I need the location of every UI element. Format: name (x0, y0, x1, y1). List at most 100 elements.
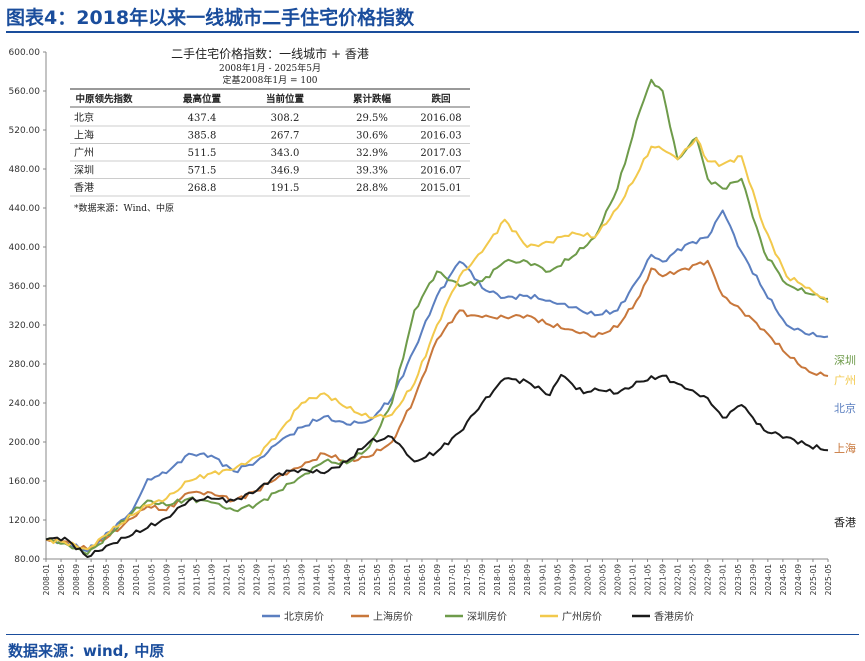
y-tick-label: 440.00 (9, 204, 41, 214)
header-rule (6, 31, 859, 33)
x-tick-label: 2025-05 (824, 564, 833, 596)
x-tick-label: 2022-05 (689, 564, 698, 596)
series-line-2 (45, 78, 829, 556)
series-line-0 (45, 209, 829, 553)
inset-cell: 267.7 (271, 131, 300, 142)
y-tick-label: 400.00 (9, 243, 41, 253)
x-tick-label: 2009-09 (117, 564, 126, 596)
y-tick-label: 320.00 (9, 321, 41, 331)
x-tick-label: 2015-01 (358, 564, 367, 596)
y-tick-label: 240.00 (9, 399, 41, 409)
line-chart: 600.00 560.00 520.00 480.00 440.00 400.00 360.… (9, 40, 856, 623)
x-tick-label: 2011-05 (192, 564, 201, 596)
end-label: 上海 (834, 441, 856, 455)
inset-column-header: 跌回 (431, 93, 450, 105)
x-tick-label: 2025-01 (809, 564, 818, 596)
inset-column-header: 中原领先指数 (75, 93, 133, 105)
chart-footer: 数据来源：wind, 中原 (0, 632, 865, 661)
x-tick-label: 2024-05 (779, 564, 788, 596)
inset-cell: 308.2 (271, 113, 300, 124)
x-tick-label: 2014-01 (313, 564, 322, 596)
inset-background (66, 40, 476, 225)
x-tick-label: 2017-01 (448, 564, 457, 596)
x-tick-label: 2010-09 (162, 564, 171, 596)
legend-label: 香港房价 (654, 610, 694, 623)
y-tick-label: 520.00 (9, 126, 41, 136)
x-tick-label: 2013-05 (283, 564, 292, 596)
series-line-1 (45, 259, 829, 551)
x-tick-label: 2009-01 (87, 564, 96, 596)
inset-cell: 广州 (74, 147, 94, 159)
y-tick-label: 160.00 (9, 477, 41, 487)
inset-column-header: 累计跌幅 (353, 93, 392, 105)
inset-cell: 346.9 (271, 166, 300, 177)
x-tick-label: 2012-09 (253, 564, 262, 596)
inset-cell: 29.5% (356, 113, 388, 124)
y-tick-label: 200.00 (9, 438, 41, 448)
inset-cell: 2016.03 (420, 131, 461, 142)
inset-title: 二手住宅价格指数：一线城市 + 香港 (171, 46, 369, 61)
x-tick-label: 2020-05 (598, 564, 607, 596)
x-tick-label: 2014-05 (328, 564, 337, 596)
inset-cell: 深圳 (74, 165, 94, 177)
x-tick-label: 2022-09 (704, 564, 713, 596)
x-tick-label: 2012-05 (238, 564, 247, 596)
x-tick-label: 2008-05 (57, 564, 66, 596)
inset-column-header: 最高位置 (183, 93, 222, 105)
y-tick-label: 560.00 (9, 87, 41, 97)
inset-cell: 32.9% (356, 148, 388, 159)
inset-column-header: 当前位置 (266, 93, 305, 105)
x-tick-label: 2018-09 (523, 564, 532, 596)
x-tick-label: 2022-01 (674, 564, 683, 596)
inset-cell: 39.3% (356, 166, 388, 177)
x-tick-label: 2021-09 (659, 564, 668, 596)
inset-cell: 2017.03 (420, 148, 461, 159)
legend-label: 北京房价 (284, 610, 324, 623)
x-tick-label: 2024-01 (764, 564, 773, 596)
inset-cell: 28.8% (356, 183, 388, 194)
x-tick-label: 2023-05 (734, 564, 743, 596)
inset-subtitle: 2008年1月 - 2025年5月 (219, 62, 321, 74)
inset-cell: 北京 (74, 111, 94, 124)
x-tick-label: 2018-05 (508, 564, 517, 596)
x-tick-label: 2010-05 (147, 564, 156, 596)
series-line-3 (45, 137, 829, 551)
end-label: 香港 (834, 516, 856, 529)
source-note: 数据来源：wind, 中原 (8, 642, 165, 660)
x-tick-label: 2023-01 (719, 564, 728, 596)
x-tick-label: 2018-01 (493, 564, 502, 596)
x-tick-label: 2009-05 (102, 564, 111, 596)
inset-subtitle: 定基2008年1月 = 100 (222, 74, 317, 86)
x-tick-label: 2008-01 (42, 564, 51, 596)
inset-cell: 2016.07 (420, 166, 461, 177)
x-tick-label: 2016-09 (433, 564, 442, 596)
inset-cell: 571.5 (188, 166, 217, 177)
x-tick-label: 2015-05 (373, 564, 382, 596)
x-tick-label: 2008-09 (72, 564, 81, 596)
inset-cell: 香港 (74, 182, 94, 194)
legend-label: 上海房价 (373, 610, 413, 623)
y-tick-label: 480.00 (9, 165, 41, 175)
x-tick-label: 2024-09 (794, 564, 803, 596)
inset-cell: 385.8 (188, 131, 217, 142)
end-label: 广州 (834, 374, 856, 387)
inset-cell: 191.5 (271, 183, 300, 194)
series-line-4 (45, 373, 829, 558)
x-tick-label: 2020-09 (613, 564, 622, 596)
x-tick-label: 2011-01 (177, 564, 186, 596)
x-tick-label: 2012-01 (222, 564, 231, 596)
x-tick-label: 2010-01 (132, 564, 141, 596)
y-tick-label: 280.00 (9, 360, 41, 370)
x-tick-label: 2023-09 (749, 564, 758, 596)
x-tick-label: 2017-09 (478, 564, 487, 596)
chart-legend: 北京房价 上海房价 深圳房价 广州房价 香港房价 (262, 610, 694, 623)
legend-label: 广州房价 (562, 610, 602, 623)
inset-cell: 343.0 (271, 148, 300, 159)
chart-title: 图表4：2018年以来一线城市二手住宅价格指数 (6, 7, 415, 29)
inset-cell: 2016.08 (420, 113, 461, 124)
legend-label: 深圳房价 (467, 610, 507, 623)
y-tick-label: 600.00 (9, 48, 41, 58)
y-tick-label: 120.00 (9, 516, 41, 526)
